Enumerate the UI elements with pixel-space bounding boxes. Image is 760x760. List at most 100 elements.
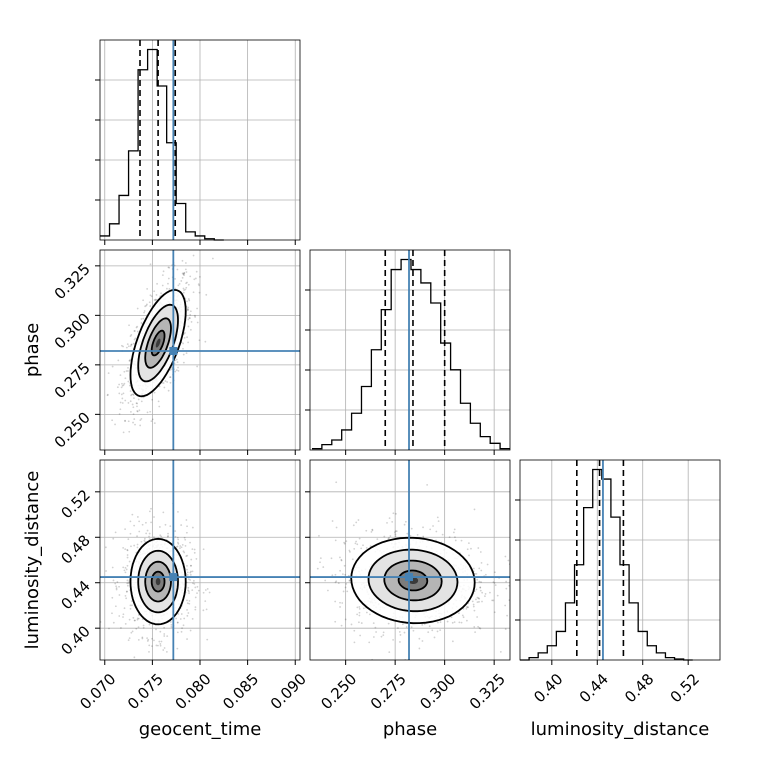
sample-point: [433, 636, 436, 639]
sample-point: [127, 582, 130, 585]
sample-point: [183, 332, 186, 334]
sample-point: [197, 283, 200, 285]
sample-point: [196, 321, 199, 324]
sample-point: [182, 353, 185, 356]
sample-point: [205, 608, 208, 611]
sample-point: [157, 400, 160, 403]
sample-point: [204, 600, 207, 603]
sample-point: [204, 340, 207, 343]
sample-point: [168, 266, 171, 269]
sample-point: [180, 613, 183, 615]
sample-point: [114, 423, 116, 426]
sample-point: [117, 359, 120, 362]
sample-point: [155, 628, 157, 631]
sample-point: [189, 328, 192, 331]
sample-point: [118, 585, 120, 588]
tick-label-luminosity_distance: 0.52: [57, 486, 93, 522]
sample-point: [521, 595, 523, 597]
sample-point: [358, 607, 361, 610]
sample-point: [126, 590, 128, 593]
sample-point: [344, 573, 347, 576]
sample-point: [122, 546, 125, 549]
sample-point: [175, 617, 178, 620]
sample-point: [136, 410, 139, 412]
sample-point: [492, 599, 495, 602]
sample-point: [334, 581, 337, 584]
sample-point: [176, 361, 179, 364]
sample-point: [186, 599, 188, 602]
sample-point: [150, 507, 152, 510]
sample-point: [136, 325, 139, 328]
sample-point: [184, 544, 187, 547]
sample-point: [183, 536, 186, 539]
sample-point: [318, 534, 320, 537]
sample-point: [410, 527, 413, 530]
sample-point: [162, 270, 165, 273]
sample-point: [105, 570, 107, 572]
tick-label-geocent_time: 0.070: [76, 670, 119, 713]
sample-point: [193, 314, 196, 317]
sample-point: [170, 623, 173, 626]
sample-point: [342, 590, 345, 593]
sample-point: [127, 380, 130, 383]
sample-point: [119, 401, 122, 404]
sample-point: [388, 517, 391, 520]
sample-point: [154, 298, 157, 301]
sample-point: [183, 271, 186, 274]
sample-point: [177, 511, 179, 513]
sample-point: [131, 600, 133, 603]
sample-point: [138, 520, 141, 523]
sample-point: [186, 568, 188, 571]
sample-point: [189, 275, 192, 278]
sample-point: [477, 597, 480, 600]
sample-point: [133, 656, 136, 659]
sample-point: [114, 605, 117, 608]
sample-point: [451, 621, 454, 624]
sample-point: [92, 576, 94, 578]
tick-label-luminosity_distance: 0.52: [667, 670, 703, 706]
sample-point: [187, 306, 190, 309]
sample-point: [164, 380, 167, 382]
sample-point: [176, 545, 179, 548]
sample-point: [180, 280, 183, 282]
sample-point: [185, 282, 187, 285]
sample-point: [476, 578, 479, 581]
truth-marker: [169, 346, 178, 355]
sample-point: [180, 630, 183, 633]
sample-point: [125, 590, 128, 593]
sample-point: [149, 665, 151, 667]
sample-point: [386, 521, 388, 524]
sample-point: [183, 272, 186, 275]
sample-point: [116, 581, 119, 583]
sample-point: [182, 291, 185, 294]
sample-point: [453, 528, 456, 531]
sample-point: [194, 316, 197, 318]
sample-point: [474, 631, 477, 634]
sample-point: [153, 299, 156, 301]
sample-point: [194, 606, 197, 608]
sample-point: [179, 547, 181, 550]
sample-point: [186, 308, 189, 310]
sample-point: [399, 634, 402, 636]
sample-point: [481, 591, 484, 594]
sample-point: [358, 621, 360, 624]
sample-point: [161, 274, 164, 277]
sample-point: [146, 303, 148, 306]
sample-point: [166, 381, 169, 383]
hist-panel-geocent_time: [95, 39, 301, 245]
sample-point: [158, 405, 161, 408]
sample-point: [124, 566, 127, 569]
sample-point: [131, 630, 134, 633]
sample-point: [452, 531, 455, 534]
sample-point: [123, 370, 126, 373]
sample-point: [197, 589, 200, 592]
sample-point: [466, 548, 469, 551]
sample-point: [412, 629, 415, 632]
sample-point: [346, 590, 349, 593]
sample-point: [136, 535, 138, 538]
sample-point: [169, 368, 172, 371]
sample-point: [382, 634, 385, 637]
sample-point: [188, 592, 190, 595]
sample-point: [119, 408, 122, 411]
sample-point: [133, 418, 136, 420]
